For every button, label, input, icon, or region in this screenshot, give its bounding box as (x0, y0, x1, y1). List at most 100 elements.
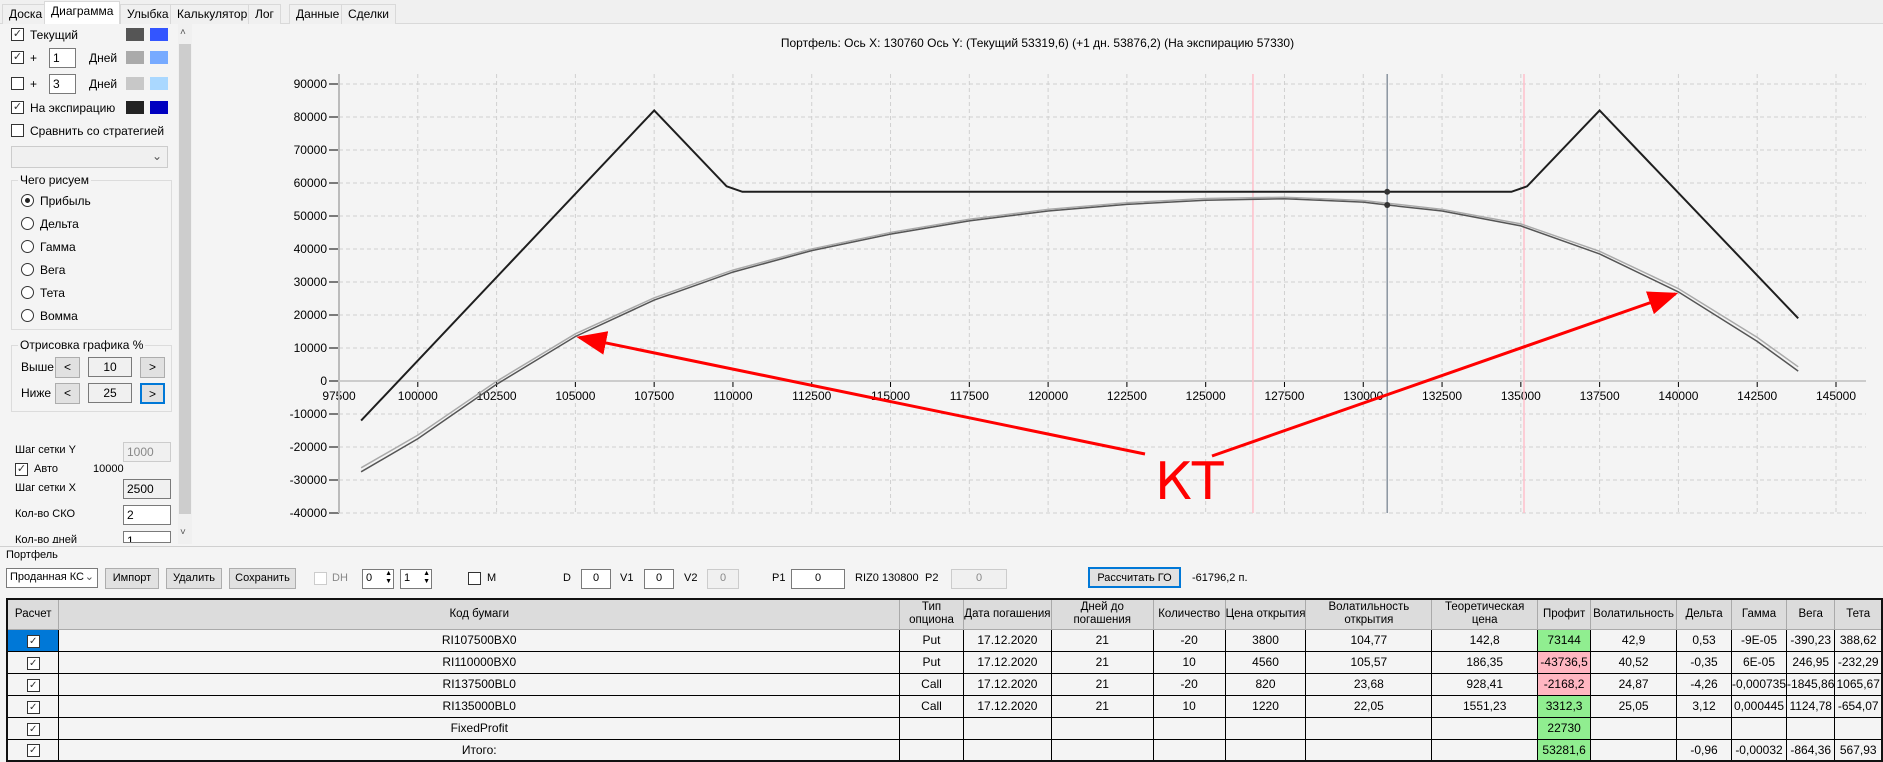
below-value[interactable]: 25 (88, 383, 132, 403)
v2-input[interactable]: 0 (707, 569, 739, 589)
radio-vega[interactable] (21, 263, 34, 276)
auto-checkbox[interactable]: ✓ (15, 463, 28, 476)
current-checkbox[interactable]: ✓ (11, 28, 24, 41)
above-value[interactable]: 10 (88, 357, 132, 377)
d-input[interactable]: 0 (581, 569, 611, 589)
sko-label: Кол-во СКО (15, 508, 76, 520)
spinner-arrows-icon[interactable]: ▲ ▼ (423, 570, 430, 585)
p2-input[interactable]: 0 (951, 569, 1007, 589)
calc-checkbox[interactable]: ✓ (26, 744, 40, 758)
plus3-color-swatch[interactable] (126, 77, 144, 90)
column-header[interactable]: Дельта (1676, 598, 1732, 630)
plus1-checkbox[interactable]: ✓ (11, 51, 24, 64)
expiry-color-swatch[interactable] (126, 101, 144, 114)
calc-cell[interactable]: ✓ (6, 628, 60, 652)
v1-input[interactable]: 0 (644, 569, 674, 589)
payoff-chart[interactable]: 9750010000010250010500010750011000011250… (0, 0, 1883, 545)
plus3-checkbox[interactable] (11, 77, 24, 90)
go-value: -61796,2 п. (1192, 572, 1248, 584)
m-checkbox[interactable] (468, 572, 481, 585)
days-count-input[interactable]: 1 (123, 531, 171, 543)
spin1-input[interactable]: 0 ▲ ▼ (362, 569, 394, 589)
radio-gamma[interactable] (21, 240, 34, 253)
tab-calculator[interactable]: Калькулятор (170, 4, 255, 24)
column-header[interactable]: Тета (1834, 598, 1883, 630)
expiry-checkbox[interactable]: ✓ (11, 101, 24, 114)
radio-vomma[interactable] (21, 309, 34, 322)
cell-delta: -0,96 (1676, 738, 1732, 762)
delete-button[interactable]: Удалить (166, 568, 222, 589)
cell-date: 17.12.2020 (962, 694, 1052, 718)
column-header[interactable]: Код бумаги (58, 598, 901, 630)
left-scrollbar-thumb[interactable] (179, 44, 191, 514)
column-header[interactable]: Теоретическая цена (1431, 598, 1539, 630)
column-header[interactable]: Тип опциона (899, 598, 964, 630)
below-increase-button[interactable]: > (140, 383, 165, 404)
column-header[interactable]: Волатильность (1590, 598, 1678, 630)
compare-checkbox[interactable] (11, 124, 24, 137)
sko-input[interactable]: 2 (123, 505, 171, 525)
tab-diagram[interactable]: Диаграмма (44, 1, 121, 25)
scroll-down-icon[interactable]: ˅ (180, 527, 186, 538)
strategy-select[interactable]: ⌄ (11, 146, 168, 168)
cell-delta: 3,12 (1676, 694, 1732, 718)
above-decrease-button[interactable]: < (55, 357, 80, 378)
above-increase-button[interactable]: > (140, 357, 165, 378)
plus1-color-swatch[interactable] (126, 51, 144, 64)
column-header[interactable]: Волатильность открытия (1305, 598, 1433, 630)
p1-input[interactable]: 0 (791, 569, 845, 589)
current-color-swatch-2[interactable] (150, 28, 168, 41)
calc-checkbox[interactable]: ✓ (26, 722, 40, 736)
plus1-color-swatch-2[interactable] (150, 51, 168, 64)
column-header[interactable]: Дней до погашения (1050, 598, 1154, 630)
column-header[interactable]: Расчет (6, 598, 60, 630)
grid-x-input[interactable]: 2500 (123, 479, 171, 499)
calc-cell[interactable]: ✓ (6, 716, 60, 740)
table-row[interactable]: ✓ FixedProfit 22730 (6, 716, 1883, 740)
plus3-days-input[interactable]: 3 (49, 74, 76, 94)
spin2-input[interactable]: 1 ▲ ▼ (400, 569, 432, 589)
calc-checkbox[interactable]: ✓ (26, 678, 40, 692)
column-header[interactable]: Дата погашения (962, 598, 1052, 630)
grid-y-input[interactable]: 1000 (123, 442, 171, 462)
cell-theta: -232,29 (1834, 650, 1883, 674)
calc-cell[interactable]: ✓ (6, 672, 60, 696)
save-button[interactable]: Сохранить (229, 568, 296, 589)
table-row[interactable]: ✓ RI110000BX0 Put 17.12.2020 21 10 4560 105,57 1… (6, 650, 1883, 674)
calc-checkbox[interactable]: ✓ (26, 634, 40, 648)
tab-log[interactable]: Лог (248, 4, 281, 24)
plus3-color-swatch-2[interactable] (150, 77, 168, 90)
calc-cell[interactable]: ✓ (6, 738, 60, 762)
table-row[interactable]: ✓ RI107500BX0 Put 17.12.2020 21 -20 3800 104,77… (6, 628, 1883, 652)
calculate-go-button[interactable]: Рассчитать ГО (1088, 567, 1181, 588)
tab-deals[interactable]: Сделки (341, 4, 396, 24)
table-row[interactable]: ✓ RI137500BL0 Call 17.12.2020 21 -20 820 23,68 9… (6, 672, 1883, 696)
import-button[interactable]: Импорт (105, 568, 159, 589)
expiry-color-swatch-2[interactable] (150, 101, 168, 114)
cell-vol (1590, 716, 1678, 740)
column-header[interactable]: Количество (1152, 598, 1226, 630)
calc-cell[interactable]: ✓ (6, 694, 60, 718)
calc-cell[interactable]: ✓ (6, 650, 60, 674)
radio-delta[interactable] (21, 217, 34, 230)
column-header[interactable]: Цена открытия (1224, 598, 1307, 630)
spinner-arrows-icon[interactable]: ▲ ▼ (385, 570, 392, 585)
tab-data[interactable]: Данные (289, 4, 347, 24)
column-header[interactable]: Профит (1537, 598, 1592, 630)
current-color-swatch[interactable] (126, 28, 144, 41)
dh-checkbox[interactable] (314, 572, 327, 585)
calc-checkbox[interactable]: ✓ (26, 656, 40, 670)
scroll-up-icon[interactable]: ˄ (180, 27, 186, 38)
table-row[interactable]: ✓ RI135000BL0 Call 17.12.2020 21 10 1220 22,05 1… (6, 694, 1883, 718)
below-decrease-button[interactable]: < (55, 383, 80, 404)
cell-days: 21 (1050, 672, 1154, 696)
table-row[interactable]: ✓ Итого: 53281,6 -0,96 -0,00032 -864,36 567,93 (6, 738, 1883, 762)
portfolio-type-select[interactable]: Проданная КС ⌄ (6, 568, 98, 588)
plus1-days-input[interactable]: 1 (49, 48, 76, 68)
tab-smile[interactable]: Улыбка (120, 4, 176, 24)
radio-theta[interactable] (21, 286, 34, 299)
column-header[interactable]: Вега (1786, 598, 1836, 630)
column-header[interactable]: Гамма (1730, 598, 1788, 630)
calc-checkbox[interactable]: ✓ (26, 700, 40, 714)
radio-profit[interactable] (21, 194, 34, 207)
